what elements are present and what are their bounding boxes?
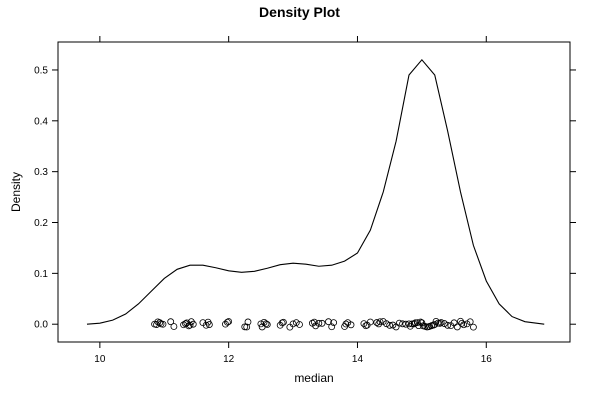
rug-point xyxy=(453,323,461,331)
rug-point xyxy=(292,319,300,327)
rug-point xyxy=(167,318,175,326)
rug-point xyxy=(413,319,421,327)
rug-point xyxy=(241,323,249,331)
rug-point xyxy=(280,318,287,326)
rug-point xyxy=(408,320,416,328)
rug-point xyxy=(406,322,414,330)
rug-point xyxy=(263,321,271,328)
rug-point xyxy=(328,323,336,331)
y-tick-label: 0.0 xyxy=(34,320,48,331)
rug-point xyxy=(402,320,410,328)
rug-point xyxy=(360,320,368,328)
x-tick-label: 12 xyxy=(223,354,235,365)
rug-point xyxy=(243,323,251,331)
rug-point xyxy=(205,321,213,328)
rug-point xyxy=(460,321,468,329)
rug-point xyxy=(262,320,270,328)
rug-point xyxy=(386,321,394,329)
rug-point xyxy=(437,319,445,326)
rug-point xyxy=(180,321,187,329)
rug-point xyxy=(225,318,233,325)
rug-point xyxy=(395,319,403,327)
rug-point xyxy=(389,321,397,329)
axis-ticks: 10 12 14 16 0.0 0.1 0.2 0.3 0.4 0.5 xyxy=(34,36,576,365)
y-tick-label: 0.2 xyxy=(34,218,48,229)
rug-point xyxy=(156,319,164,327)
rug-point xyxy=(432,317,440,325)
rug-point xyxy=(410,320,418,328)
rug-point xyxy=(223,318,231,326)
rug-point xyxy=(170,323,178,330)
rug-point xyxy=(383,320,390,328)
rug-point xyxy=(186,321,194,329)
rug-point xyxy=(434,319,442,327)
rug-point xyxy=(362,322,370,330)
rug-point xyxy=(450,319,458,327)
rug-point xyxy=(289,320,297,328)
rug-point xyxy=(436,319,444,327)
rug-point xyxy=(376,318,384,326)
rug-point xyxy=(278,319,286,327)
y-tick-label: 0.3 xyxy=(34,167,48,178)
density-curve xyxy=(86,58,545,325)
rug-point xyxy=(257,320,265,328)
y-tick-label: 0.1 xyxy=(34,269,48,280)
y-tick-label: 0.5 xyxy=(34,65,48,76)
rug-point xyxy=(444,321,452,329)
rug-point xyxy=(373,319,381,326)
rug-point xyxy=(342,320,350,328)
rug-point xyxy=(286,323,294,331)
rug-point xyxy=(315,319,323,327)
rug-point xyxy=(366,318,374,326)
rug-point xyxy=(296,321,303,328)
rug-point xyxy=(441,320,448,327)
rug-point xyxy=(310,318,318,326)
rug-points xyxy=(151,317,477,331)
rug-point xyxy=(347,321,355,329)
y-tick-label: 0.4 xyxy=(34,116,48,127)
rug-point xyxy=(399,320,406,328)
plot-area: 10 12 14 16 0.0 0.1 0.2 0.3 0.4 0.5 xyxy=(34,36,576,365)
x-tick-label: 14 xyxy=(352,354,364,365)
rug-point xyxy=(244,318,252,326)
x-axis-label: median xyxy=(294,371,333,385)
plot-frame xyxy=(57,41,571,343)
rug-point xyxy=(189,320,197,328)
rug-point xyxy=(466,318,474,326)
x-tick-label: 16 xyxy=(481,354,493,365)
rug-point xyxy=(469,323,477,331)
rug-point xyxy=(325,318,332,326)
rug-point xyxy=(330,319,338,327)
rug-point xyxy=(431,321,439,328)
rug-point xyxy=(159,320,167,328)
chart-title: Density Plot xyxy=(259,4,340,20)
x-tick-label: 10 xyxy=(94,354,106,365)
rug-point xyxy=(318,319,326,327)
rug-point xyxy=(458,319,466,327)
y-axis-label: Density xyxy=(9,172,23,212)
